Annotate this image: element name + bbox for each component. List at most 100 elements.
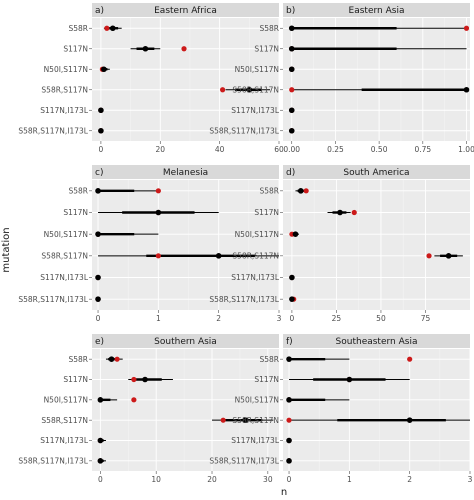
x-tick-label: 1 — [347, 475, 352, 484]
estimate-point — [292, 231, 299, 237]
y-tick-label: S117N,I173L — [40, 106, 89, 115]
observed-point — [155, 188, 161, 194]
estimate-point — [286, 356, 292, 362]
estimate-point — [97, 397, 104, 403]
estimate-point — [298, 188, 304, 194]
observed-point — [289, 87, 295, 93]
observed-point — [220, 417, 226, 423]
panel-letter: d) — [286, 168, 295, 178]
panel-c: c) Melanesia 0 1 2 3 S58R S117N N50I,S117N S58R,S… — [18, 165, 282, 323]
estimate-point — [286, 397, 292, 403]
estimate-point — [155, 209, 162, 216]
estimate-point — [288, 25, 295, 32]
estimate-point — [445, 253, 452, 259]
x-tick-label: 0.25 — [327, 145, 344, 154]
estimate-point — [109, 25, 116, 32]
estimate-point — [97, 437, 104, 444]
panel-b: b) Eastern Asia 0.00 0.25 0.50 0.75 1.00 S58R S1… — [209, 3, 474, 154]
y-tick-label: S58R,S117N,I173L — [18, 295, 88, 304]
panel-a: a) Eastern Africa 0 20 40 60 S58R S117N N50I,S11… — [18, 3, 284, 154]
y-tick-label: S117N — [254, 208, 279, 217]
observed-point — [463, 25, 470, 31]
x-tick-label: 2 — [216, 314, 221, 323]
y-tick-label: S58R,S117N — [232, 251, 279, 260]
observed-point — [131, 397, 137, 403]
panel-strip — [283, 334, 470, 348]
estimate-point — [289, 296, 295, 302]
estimate-point — [95, 231, 101, 237]
y-tick-label: S58R,S117N,I173L — [209, 456, 279, 465]
estimate-point — [108, 356, 115, 362]
estimate-point — [346, 376, 353, 383]
panel-background — [92, 180, 279, 310]
y-tick-label: N50I,S117N — [235, 395, 279, 404]
observed-point — [155, 253, 161, 259]
panel-background — [283, 349, 470, 471]
estimate-point — [95, 274, 101, 281]
panel-letter: c) — [95, 168, 103, 178]
estimate-point — [288, 45, 295, 52]
x-tick-label: 0 — [96, 314, 101, 323]
panel-title: Southeastern Asia — [336, 337, 418, 347]
y-tick-label: S58R — [68, 355, 88, 364]
panel-letter: b) — [286, 6, 295, 16]
estimate-point — [98, 127, 104, 134]
estimate-point — [288, 66, 295, 73]
y-tick-label: S58R,S117N,I173L — [18, 456, 88, 465]
observed-point — [220, 87, 226, 93]
estimate-point — [101, 66, 107, 73]
panel-background — [283, 180, 470, 310]
x-tick-label: 0 — [98, 475, 103, 484]
x-tick-label: 0 — [99, 145, 104, 154]
y-tick-label: S117N,I173L — [231, 436, 280, 445]
estimate-point — [286, 437, 292, 444]
y-tick-label: S117N — [63, 44, 88, 53]
observed-point — [114, 356, 120, 362]
y-tick-label: S117N — [254, 375, 279, 384]
panel-strip — [92, 3, 279, 17]
x-tick-label: 3 — [277, 314, 282, 323]
estimate-point — [142, 376, 148, 383]
panel-background — [283, 18, 470, 141]
y-tick-label: S58R,S117N,I173L — [209, 295, 279, 304]
panel-background — [92, 349, 279, 471]
x-tick-label: 0.50 — [371, 145, 388, 154]
y-tick-label: S58R,S117N,I173L — [209, 126, 279, 135]
estimate-point — [463, 86, 470, 93]
y-tick-label: S117N,I173L — [231, 106, 280, 115]
x-tick-label: 1.00 — [458, 145, 474, 154]
x-tick-label: 3 — [468, 475, 473, 484]
y-tick-label: S58R,S117N — [232, 416, 279, 425]
estimate-point — [337, 209, 343, 216]
panel-strip — [92, 165, 279, 179]
y-tick-label: N50I,S117N — [235, 230, 279, 239]
x-tick-label: 20 — [155, 145, 165, 154]
y-axis-title: mutation — [1, 227, 12, 272]
x-tick-label: 50 — [376, 314, 386, 323]
observed-point — [286, 417, 292, 423]
estimate-point — [286, 458, 292, 464]
y-tick-label: S58R — [259, 24, 279, 33]
x-tick-label: 0.00 — [283, 145, 300, 154]
panel-strip — [283, 3, 470, 17]
observed-point — [131, 376, 137, 383]
x-tick-label: 2 — [407, 475, 412, 484]
x-tick-label: 75 — [421, 314, 431, 323]
panel-title: South America — [343, 168, 409, 178]
observed-point — [426, 253, 432, 259]
y-tick-label: S58R — [68, 186, 88, 195]
panel-title: Melanesia — [163, 168, 208, 178]
estimate-point — [98, 107, 104, 114]
y-tick-label: S117N,I173L — [231, 273, 280, 282]
y-tick-label: N50I,S117N — [44, 230, 88, 239]
x-tick-label: 25 — [332, 314, 342, 323]
y-tick-label: S58R — [259, 355, 279, 364]
y-tick-label: N50I,S117N — [44, 65, 88, 74]
panel-e: e) Southern Asia 0 10 20 30 S58R S117N N50I,S117… — [18, 334, 279, 484]
y-tick-label: N50I,S117N — [235, 65, 279, 74]
panel-letter: a) — [95, 6, 104, 16]
estimate-point — [142, 45, 149, 52]
observed-point — [181, 46, 187, 52]
estimate-point — [95, 188, 101, 194]
